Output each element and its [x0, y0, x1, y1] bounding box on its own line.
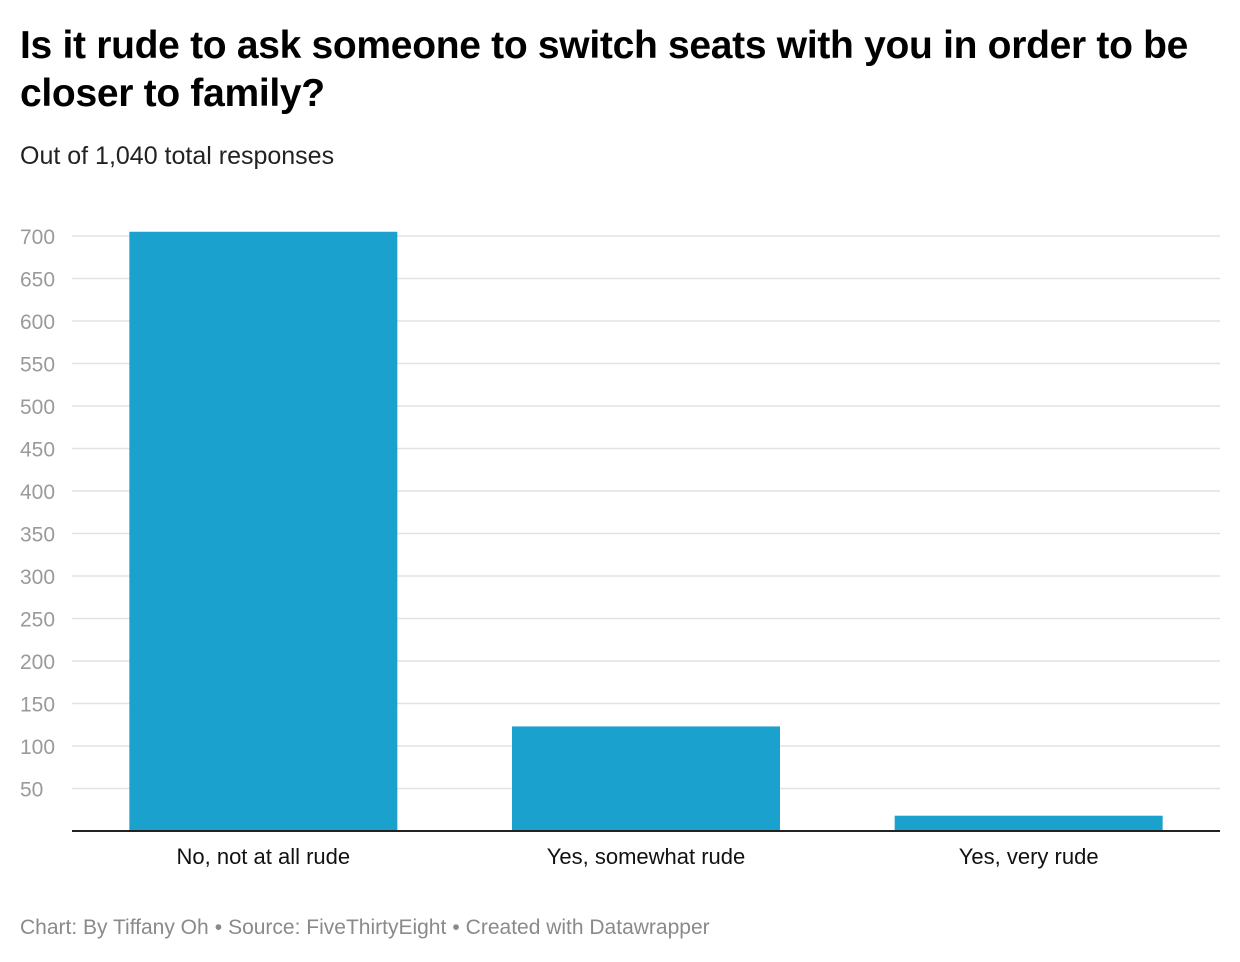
y-tick-label: 500: [20, 396, 55, 419]
y-tick-label: 100: [20, 736, 55, 759]
bar: [512, 726, 780, 831]
x-axis-labels: No, not at all rude Yes, somewhat rude Yes…: [176, 844, 1098, 869]
x-tick-label: Yes, somewhat rude: [547, 844, 746, 869]
footer-separator: •: [214, 916, 223, 939]
y-tick-label: 400: [20, 481, 55, 504]
bars: [129, 231, 1163, 831]
y-tick-label: 650: [20, 269, 55, 292]
y-tick-label: 50: [20, 779, 43, 802]
x-tick-label: No, not at all rude: [176, 844, 350, 869]
y-tick-label: 450: [20, 439, 55, 462]
chart-footer: Chart: By Tiffany Oh • Source: FiveThirtyE…: [20, 914, 710, 942]
y-tick-label: 550: [20, 354, 55, 377]
footer-credit: Chart: By Tiffany Oh: [20, 916, 209, 939]
chart-subtitle: Out of 1,040 total responses: [20, 142, 335, 170]
footer-tool: Created with Datawrapper: [465, 916, 710, 939]
y-tick-label: 600: [20, 311, 55, 334]
y-tick-label: 250: [20, 609, 55, 632]
bar: [129, 231, 398, 831]
y-tick-label: 300: [20, 566, 55, 589]
y-tick-label: 200: [20, 651, 55, 674]
footer-source: Source: FiveThirtyEight: [228, 916, 447, 939]
x-tick-label: Yes, very rude: [959, 844, 1099, 869]
bar: [894, 815, 1163, 831]
chart-title: Is it rude to ask someone to switch seat…: [20, 24, 1189, 115]
y-tick-label: 350: [20, 524, 55, 547]
y-tick-label: 150: [20, 694, 55, 717]
y-tick-label: 700: [20, 226, 55, 249]
y-axis-ticks: 50 100 150 200 250 300 350 400 450 500 550 600 650 70…: [20, 226, 55, 802]
footer-separator: •: [452, 916, 460, 939]
